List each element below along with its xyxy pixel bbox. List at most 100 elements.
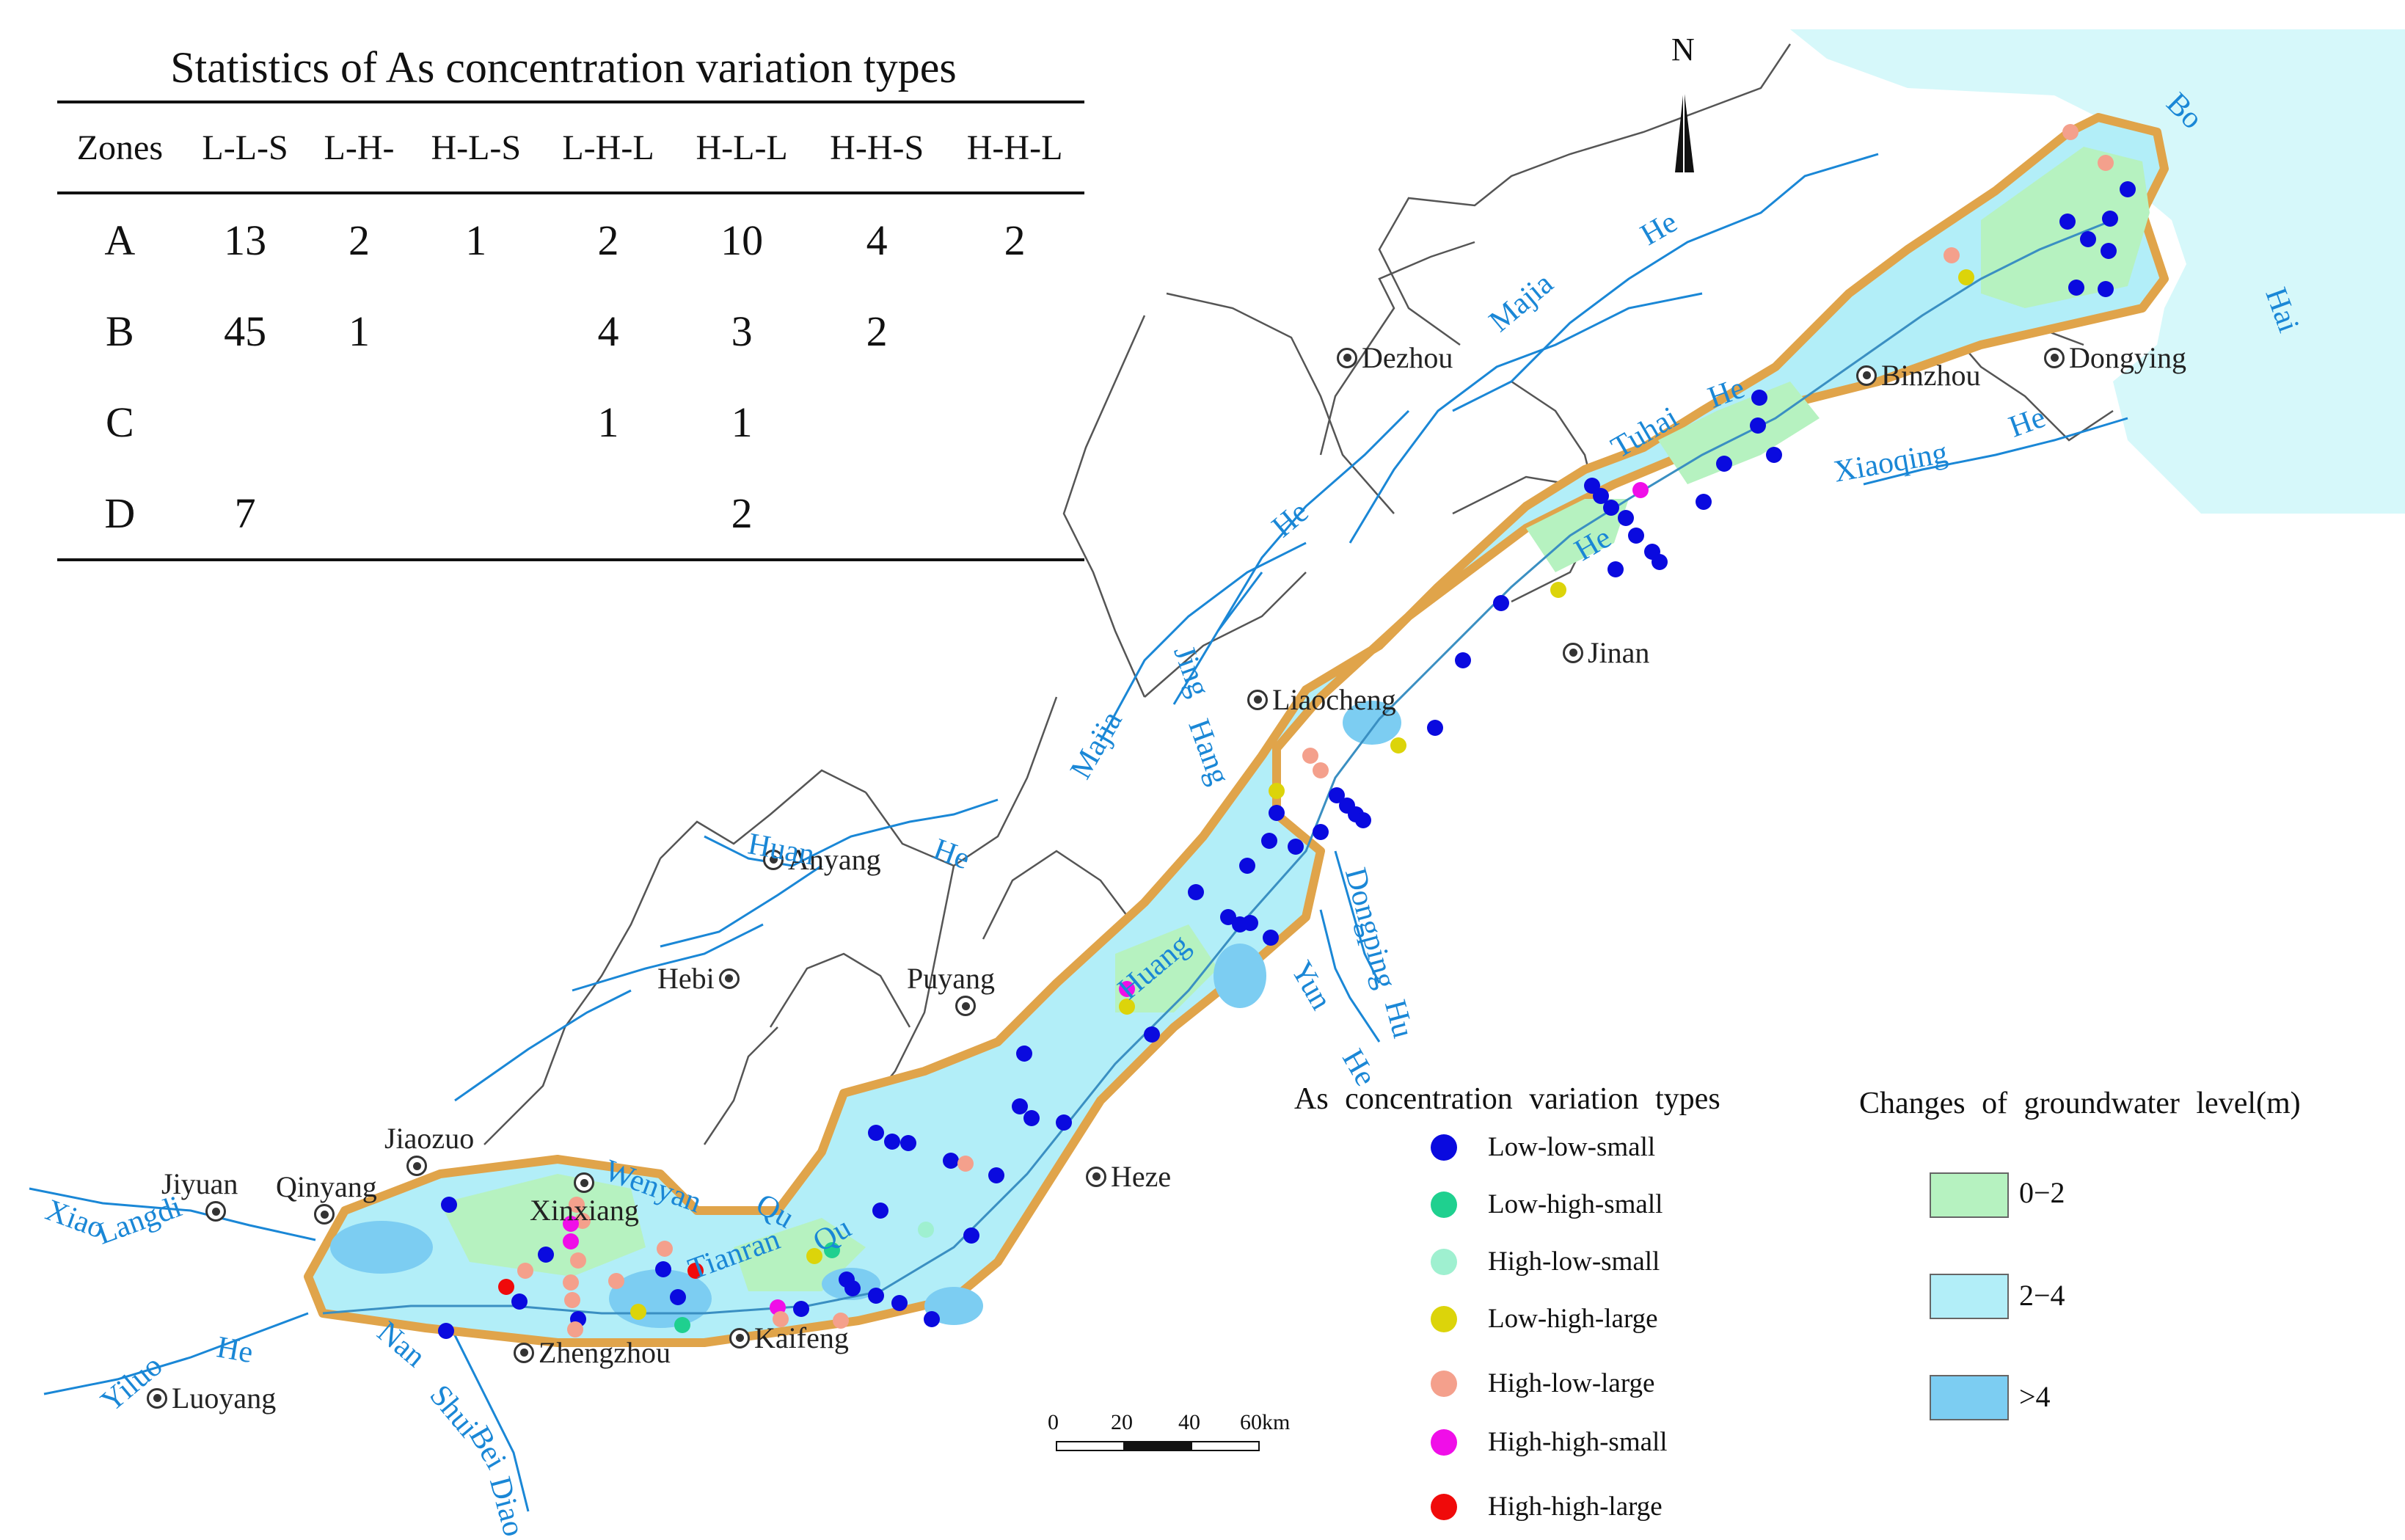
place-liaocheng: Liaocheng (1247, 682, 1396, 717)
gw-label: >4 (2019, 1380, 2051, 1413)
sample-point (1329, 787, 1345, 803)
sample-point (1288, 839, 1304, 855)
sample-point (538, 1247, 554, 1263)
legend-label: High-low-large (1488, 1368, 1655, 1398)
sample-point (630, 1304, 646, 1320)
place-label: Dezhou (1362, 341, 1453, 374)
as-legend-item: High-low-large (1431, 1368, 1654, 1399)
stats-cell: 13 (224, 216, 267, 264)
sample-point (2120, 181, 2136, 197)
sample-point (1944, 247, 1960, 263)
sample-point (900, 1135, 916, 1151)
stats-cell: 2 (675, 467, 809, 561)
place-anyang: Anyang (763, 842, 881, 877)
legend-dot-icon (1431, 1248, 1457, 1275)
sample-point (1016, 1045, 1032, 1062)
legend-label: High-low-small (1488, 1247, 1660, 1277)
sample-point (1269, 783, 1285, 799)
city-marker-icon (763, 849, 784, 870)
legend-dot-icon (1431, 1191, 1457, 1218)
stats-header-row: Zones L-L-S L-H- H-L-S L-H-L H-L-L H-H-S… (57, 101, 1084, 194)
place-hebi: Hebi (657, 961, 744, 996)
place-dezhou: Dezhou (1337, 340, 1453, 375)
sample-point (963, 1227, 979, 1244)
place-qinyang: Qinyang (276, 1169, 377, 1225)
stats-cell: B (106, 307, 134, 355)
place-label: Binzhou (1881, 359, 1981, 392)
city-marker-icon (574, 1172, 594, 1193)
sample-point (1302, 748, 1318, 764)
sample-point (687, 1263, 704, 1279)
sample-point (1550, 582, 1566, 598)
sample-point (1269, 805, 1285, 821)
sample-point (570, 1252, 586, 1269)
as-legend-item: Low-high-large (1431, 1303, 1658, 1335)
river-label: He (214, 1330, 256, 1371)
stats-row-c: C 1 1 (57, 376, 1084, 467)
place-zhengzhou: Zhengzhou (514, 1335, 671, 1370)
sample-point (2080, 231, 2096, 247)
sample-point (438, 1323, 454, 1339)
city-marker-icon (147, 1387, 167, 1409)
sample-point (563, 1216, 579, 1232)
sample-point (1618, 510, 1634, 526)
legend-dot-icon (1431, 1134, 1457, 1161)
stats-row-d: D 7 2 (57, 467, 1084, 561)
sample-point (511, 1293, 528, 1310)
sample-point (1239, 858, 1255, 874)
legend-label: High-high-large (1488, 1492, 1663, 1522)
stats-cell: 2 (348, 216, 371, 264)
place-kaifeng: Kaifeng (729, 1321, 849, 1355)
place-label: Jinan (1588, 636, 1650, 669)
sample-point (1628, 528, 1644, 544)
north-arrow (1675, 88, 1694, 172)
sample-point (1263, 930, 1279, 946)
stats-cell (541, 467, 676, 561)
sample-point (1220, 909, 1236, 925)
stats-header-cell: H-H-L (945, 101, 1084, 194)
city-marker-icon (729, 1327, 750, 1349)
sample-point (655, 1261, 671, 1277)
sample-point (569, 1197, 585, 1213)
stats-cell: 2 (866, 307, 888, 355)
legend-label: Low-high-large (1488, 1304, 1658, 1334)
as-legend-item: High-high-large (1431, 1491, 1663, 1522)
sample-point (1593, 488, 1609, 504)
sample-point (957, 1156, 974, 1172)
place-label: Anyang (788, 843, 881, 876)
legend-label: High-high-small (1488, 1427, 1668, 1457)
stats-cell (945, 467, 1084, 561)
sample-point (793, 1301, 809, 1317)
sample-point (773, 1311, 789, 1327)
sample-point (868, 1125, 884, 1141)
stats-header-cell: H-L-L (675, 101, 809, 194)
place-jinan: Jinan (1563, 635, 1649, 670)
gw-label: 0−2 (2019, 1176, 2065, 1209)
gw-legend-title: Changes of groundwater level(m) (1859, 1087, 2301, 1120)
stats-header-cell: Zones (57, 101, 183, 194)
legend-dot-icon (1431, 1428, 1457, 1456)
sample-point (844, 1280, 861, 1296)
stats-table: Statistics of As concentration variation… (57, 43, 1084, 561)
stats-header-cell: H-L-S (410, 101, 541, 194)
stats-row-b: B 45 1 4 3 2 (57, 285, 1084, 376)
stats-cell (410, 467, 541, 561)
scale-bar (1056, 1441, 1260, 1451)
sample-point (674, 1317, 690, 1333)
place-luoyang: Luoyang (147, 1381, 276, 1415)
sample-point (567, 1321, 583, 1338)
sample-point (1056, 1114, 1072, 1131)
gw-label: 2−4 (2019, 1279, 2065, 1312)
place-xinxiang: Xinxiang (530, 1172, 639, 1227)
sample-point (1455, 652, 1471, 668)
city-marker-icon (406, 1156, 427, 1176)
scale-tick-label: 20 (1111, 1410, 1133, 1434)
stats-header-cell: L-L-S (182, 101, 308, 194)
city-marker-icon (1086, 1166, 1106, 1187)
sample-point (608, 1273, 624, 1289)
place-heze: Heze (1086, 1159, 1171, 1194)
place-dongying: Dongying (2044, 340, 2186, 375)
stats-grid: Zones L-L-S L-H- H-L-S L-H-L H-L-L H-H-S… (57, 101, 1084, 561)
stats-cell: 10 (720, 216, 764, 264)
sample-point (1023, 1110, 1040, 1126)
